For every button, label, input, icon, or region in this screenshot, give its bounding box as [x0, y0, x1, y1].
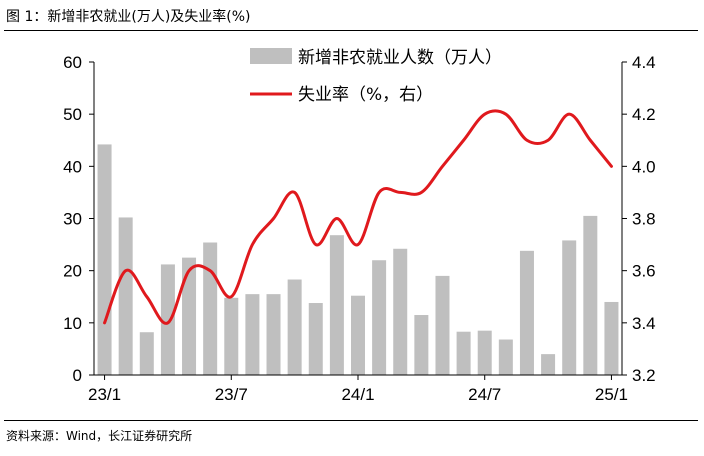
right-tick-label-3.2: 3.2 — [632, 366, 656, 385]
bar-24/6 — [456, 331, 471, 375]
bar-24/3 — [393, 248, 408, 375]
right-tick-label-3.8: 3.8 — [632, 210, 656, 229]
bottom-rule — [4, 420, 698, 421]
bar-23/12 — [329, 235, 344, 375]
legend-line-label: 失业率（%，右） — [298, 85, 433, 105]
left-tick-label-20: 20 — [63, 262, 82, 281]
bar-24/10 — [541, 354, 556, 375]
figure-title: 图 1：新增非农就业(万人)及失业率(%) — [6, 9, 251, 25]
unemployment-rate-line — [103, 109, 613, 325]
bar-24/5 — [435, 275, 450, 375]
x-tick-label-24/1: 24/1 — [341, 385, 374, 404]
left-tick-label-0: 0 — [73, 366, 82, 385]
bar-24/7 — [477, 330, 492, 375]
bar-24/12 — [583, 215, 598, 375]
bar-23/6 — [203, 242, 218, 375]
bar-23/9 — [266, 294, 281, 375]
bar-24/11 — [562, 240, 577, 375]
right-tick-label-4.2: 4.2 — [632, 105, 656, 124]
bar-23/2 — [118, 217, 133, 375]
bar-24/2 — [372, 260, 387, 375]
bar-23/10 — [287, 279, 302, 375]
bar-23/8 — [245, 294, 260, 375]
legend: 新增非农就业人数（万人） 失业率（%，右） — [250, 48, 502, 105]
right-tick-label-4.0: 4.0 — [632, 157, 656, 176]
line-layer — [103, 109, 613, 325]
bar-24/8 — [498, 339, 513, 375]
bar-24/4 — [414, 315, 429, 375]
bar-23/3 — [139, 332, 154, 375]
left-tick-label-40: 40 — [63, 157, 82, 176]
right-tick-label-3.4: 3.4 — [632, 314, 656, 333]
axes-layer: 0 10 20 30 40 50 60 3.2 3.4 3.6 3.8 4.0 4.2 4.4 23/1 23… — [63, 53, 656, 404]
left-tick-label-60: 60 — [63, 53, 82, 72]
top-rule — [4, 30, 698, 31]
bar-25/1 — [604, 301, 619, 375]
x-tick-label-24/7: 24/7 — [468, 385, 501, 404]
bar-23/4 — [160, 264, 175, 375]
x-tick-label-25/1: 25/1 — [595, 385, 628, 404]
right-tick-label-3.6: 3.6 — [632, 262, 656, 281]
legend-bar-label: 新增非农就业人数（万人） — [298, 48, 502, 68]
bar-23/1 — [97, 144, 112, 375]
left-tick-label-30: 30 — [63, 210, 82, 229]
left-tick-label-50: 50 — [63, 105, 82, 124]
x-tick-label-23/7: 23/7 — [215, 385, 248, 404]
legend-bar-swatch — [250, 48, 292, 64]
bar-24/1 — [351, 295, 365, 375]
bars-layer — [97, 144, 619, 376]
left-tick-label-10: 10 — [63, 314, 82, 333]
x-tick-label-23/1: 23/1 — [88, 385, 121, 404]
bar-23/5 — [182, 257, 197, 376]
bar-23/7 — [224, 297, 239, 375]
bar-24/9 — [519, 250, 534, 375]
bar-23/11 — [308, 303, 323, 375]
right-tick-label-4.4: 4.4 — [632, 53, 656, 72]
source-note: 资料来源：Wind，长江证券研究所 — [6, 429, 193, 443]
